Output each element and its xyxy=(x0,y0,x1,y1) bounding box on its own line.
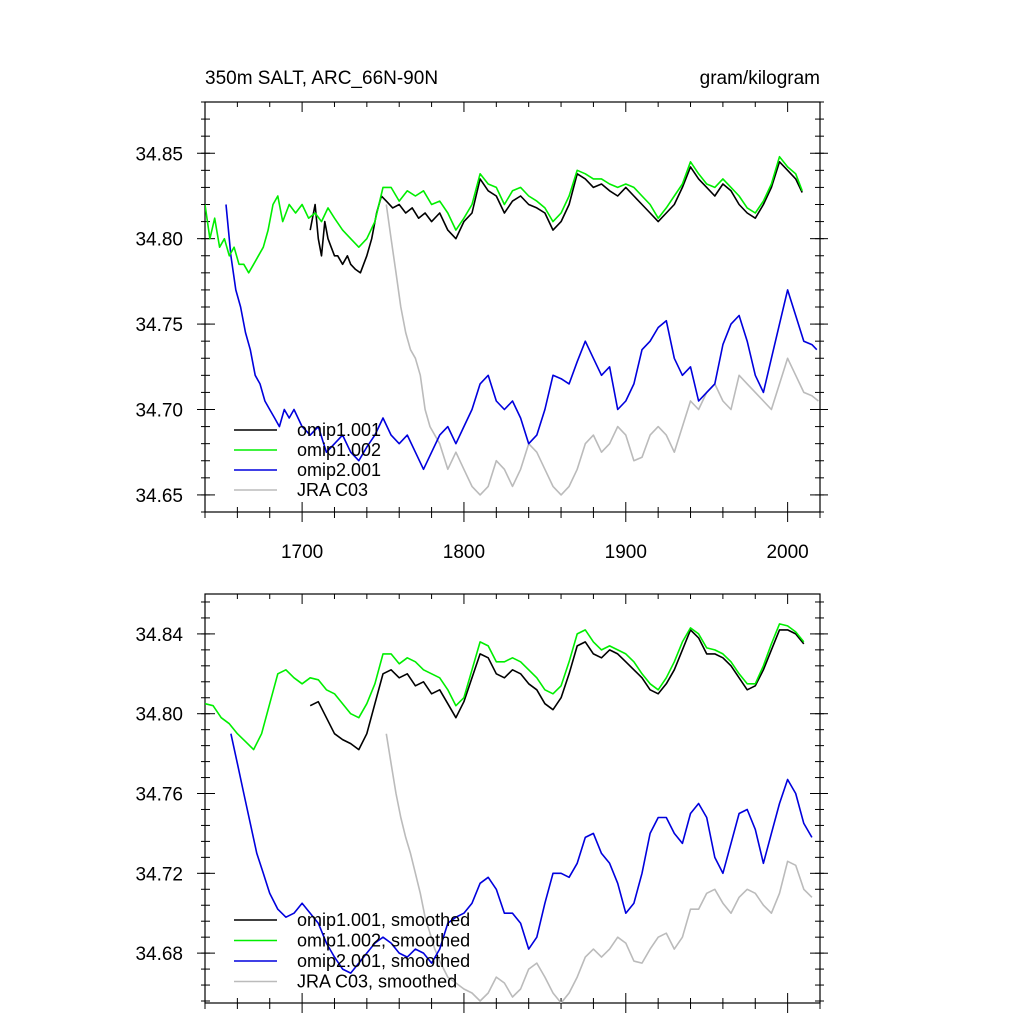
bottom-plot-frame xyxy=(204,593,821,1004)
legend-label: omip1.002, smoothed xyxy=(297,931,470,951)
series-line-3 xyxy=(385,733,813,1003)
y-tick-label: 34.80 xyxy=(135,705,183,726)
x-tick-label: 1700 xyxy=(281,542,323,563)
y-tick-label: 34.80 xyxy=(135,230,183,251)
series-line-2 xyxy=(230,733,813,974)
series-line-1 xyxy=(205,623,805,751)
bottom-ticks: 34.68 34.72 34.76 34.80 34.84 xyxy=(135,594,828,1013)
top-panel: 350m SALT, ARC_66N-90N gram/kilogram 170… xyxy=(135,68,828,563)
y-tick-label: 34.68 xyxy=(135,944,183,965)
y-tick-label: 34.72 xyxy=(135,864,183,885)
legend-label: omip2.001 xyxy=(297,460,381,480)
chart-units: gram/kilogram xyxy=(700,68,820,89)
series-line-2 xyxy=(225,204,818,471)
legend-label: JRA C03, smoothed xyxy=(297,972,457,992)
legend-label: JRA C03 xyxy=(297,480,368,500)
y-tick-label: 34.85 xyxy=(135,144,183,165)
series-line-1 xyxy=(205,155,803,274)
top-ticks: 1700 1800 1900 2000 34.65 34.70 34.75 34.80 34.8… xyxy=(135,101,828,563)
x-tick-label: 1800 xyxy=(443,542,485,563)
legend-label: omip1.002 xyxy=(297,440,381,460)
y-tick-label: 34.70 xyxy=(135,401,183,422)
y-tick-label: 34.65 xyxy=(135,486,183,507)
legend-label: omip1.001, smoothed xyxy=(297,910,470,930)
series-line-0 xyxy=(309,161,803,274)
y-tick-label: 34.75 xyxy=(135,315,183,336)
x-tick-label: 2000 xyxy=(766,542,808,563)
y-tick-label: 34.76 xyxy=(135,785,183,806)
bottom-series-lines xyxy=(205,623,813,1003)
x-tick-label: 1900 xyxy=(605,542,647,563)
top-series-lines xyxy=(205,155,819,496)
legend-label: omip1.001 xyxy=(297,420,381,440)
y-tick-label: 34.84 xyxy=(135,625,183,646)
chart-title: 350m SALT, ARC_66N-90N xyxy=(205,68,438,89)
series-line-3 xyxy=(385,204,819,496)
bottom-panel: 34.68 34.72 34.76 34.80 34.84 omip1.001, smo… xyxy=(135,593,828,1013)
legend-label: omip2.001, smoothed xyxy=(297,951,470,971)
series-line-0 xyxy=(309,629,805,751)
